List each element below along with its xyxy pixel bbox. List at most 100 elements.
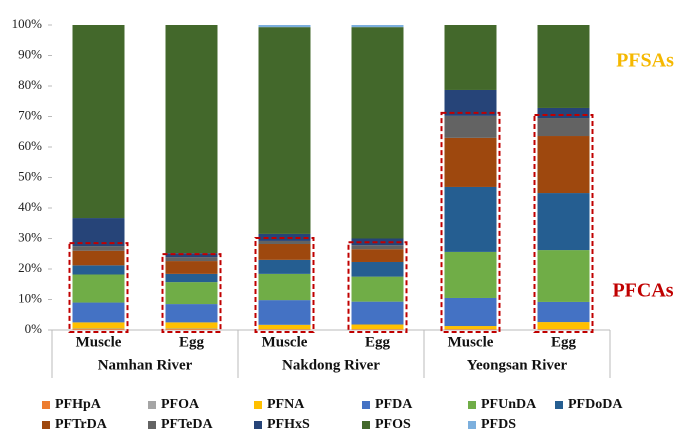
annotation: PFSAs [616, 50, 674, 72]
bar-segment [537, 107, 590, 119]
pfca-box [68, 242, 129, 333]
bar-segment [444, 25, 497, 90]
bar-segment [444, 186, 497, 252]
bar-segment [351, 25, 404, 28]
bar-segment [537, 301, 590, 323]
bar-segment [537, 118, 590, 137]
bar-segment [165, 253, 218, 258]
group-label: Yeongsan River [467, 357, 568, 373]
bar-segment [258, 329, 311, 330]
y-tick-label: 60% [18, 138, 42, 153]
legend-marker [42, 401, 50, 409]
x-tick-label: Egg [551, 334, 577, 350]
bar-segment [537, 250, 590, 302]
bar-segment [72, 329, 125, 330]
bar-segment [537, 329, 590, 330]
y-tick-label: 80% [18, 77, 42, 92]
bar-segment [351, 329, 404, 330]
pfca-box [161, 253, 222, 333]
legend-marker [468, 401, 476, 409]
legend-marker [254, 421, 262, 429]
bar-segment [444, 251, 497, 298]
pfca-box [254, 236, 315, 333]
legend-label: PFUnDA [481, 397, 537, 412]
x-tick-label: Egg [179, 334, 205, 350]
x-tick-label: Muscle [448, 334, 494, 350]
legend-marker [42, 421, 50, 429]
bar-segment [351, 324, 404, 330]
bar-segment [351, 27, 404, 239]
bar-segment [351, 245, 404, 250]
bar-segment [537, 136, 590, 194]
bar-segment [537, 322, 590, 330]
legend-marker [148, 401, 156, 409]
bar-segment [72, 250, 125, 266]
bar-segment [165, 273, 218, 283]
bar-segment [72, 265, 125, 275]
bar-segment [351, 249, 404, 262]
bar-segment [258, 243, 311, 260]
legend-label: PFDS [481, 417, 516, 432]
bar-segment [72, 328, 125, 330]
x-tick-label: Egg [365, 334, 391, 350]
bar-segment [537, 25, 590, 108]
bar-segment [258, 27, 311, 234]
bar-segment [72, 302, 125, 323]
bar-segment [444, 329, 497, 330]
bar-segment [258, 324, 311, 330]
annotation: PFCAs [612, 280, 673, 302]
group-label: Nakdong River [282, 357, 380, 373]
group-label: Namhan River [98, 357, 193, 373]
bar-segment [165, 261, 218, 274]
legend-label: PFTrDA [55, 417, 108, 432]
x-tick-label: Muscle [76, 334, 122, 350]
y-tick-label: 30% [18, 229, 42, 244]
legend-marker [555, 401, 563, 409]
bar-segment [444, 137, 497, 187]
legend-marker [468, 421, 476, 429]
y-tick-label: 10% [18, 290, 42, 305]
pfca-box [440, 111, 501, 333]
bar-segment [72, 25, 125, 219]
bar-segment [72, 246, 125, 251]
legend-label: PFDoDA [568, 397, 623, 412]
pfca-box [347, 241, 408, 334]
y-tick-label: 100% [12, 16, 43, 31]
bar-segment [444, 115, 497, 138]
legend-label: PFHxS [267, 417, 310, 432]
legend-label: PFTeDA [161, 417, 213, 432]
bar-segment [165, 282, 218, 305]
pfca-box [533, 114, 594, 334]
legend-label: PFOA [161, 397, 200, 412]
y-tick-label: 70% [18, 107, 42, 122]
bar-segment [444, 326, 497, 330]
legend-label: PFHpA [55, 397, 102, 412]
bar-segment [165, 329, 218, 330]
y-tick-label: 90% [18, 46, 42, 61]
bar-segment [258, 240, 311, 244]
bar-segment [444, 89, 497, 116]
bar-segment [72, 274, 125, 303]
bar-segment [72, 218, 125, 247]
bar-segment [351, 276, 404, 302]
x-tick-label: Muscle [262, 334, 308, 350]
legend-label: PFOS [375, 417, 411, 432]
legend-marker [362, 401, 370, 409]
bar-segment [351, 301, 404, 325]
y-tick-label: 50% [18, 168, 42, 183]
bar-segment [537, 193, 590, 251]
bar-segment [258, 25, 311, 28]
y-tick-label: 20% [18, 260, 42, 275]
legend-marker [148, 421, 156, 429]
bar-segment [165, 257, 218, 262]
legend-label: PFDA [375, 397, 413, 412]
legend-label: PFNA [267, 397, 305, 412]
bar-segment [258, 259, 311, 274]
bar-segment [351, 261, 404, 277]
bar-segment [165, 328, 218, 330]
legend-marker [254, 401, 262, 409]
y-tick-label: 0% [25, 321, 43, 336]
bar-segment [165, 322, 218, 329]
bar-segment [72, 322, 125, 329]
